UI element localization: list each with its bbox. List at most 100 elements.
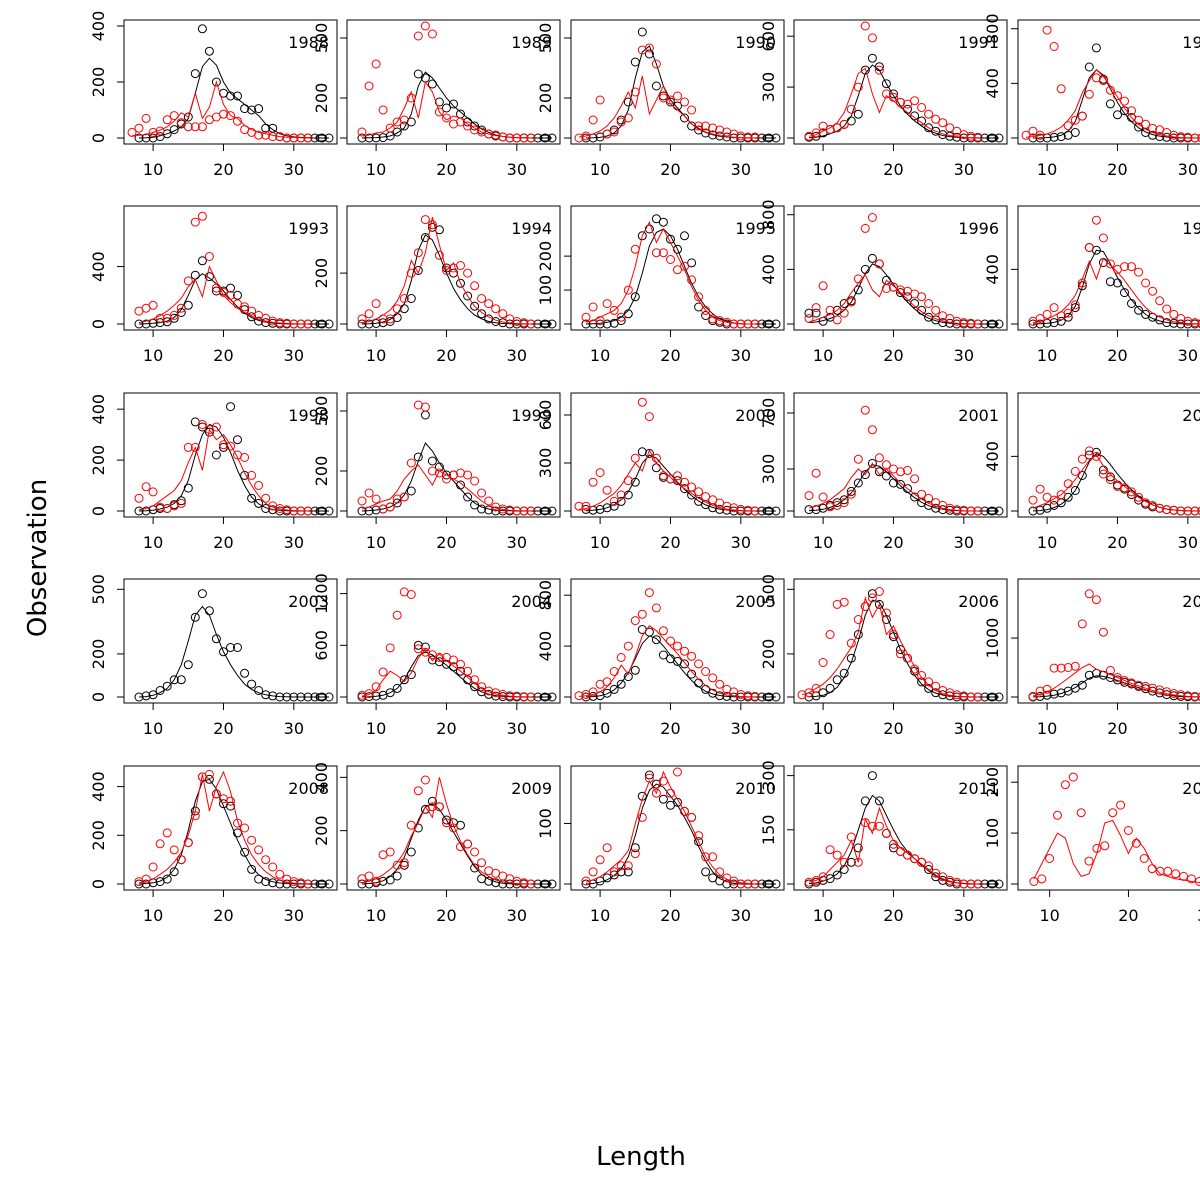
data-point — [602, 299, 612, 309]
data-point — [512, 691, 522, 701]
data-point — [190, 442, 200, 452]
data-point — [385, 314, 395, 324]
data-point — [694, 678, 704, 688]
data-point — [931, 681, 941, 691]
data-point — [1162, 304, 1172, 314]
data-point — [874, 587, 884, 596]
data-point — [533, 879, 543, 889]
data-point — [169, 310, 179, 320]
data-point — [1035, 130, 1045, 140]
x-tick-label: 10 — [590, 719, 610, 738]
data-point — [811, 303, 821, 313]
data-point — [219, 647, 228, 657]
y-tick-label: 400 — [89, 11, 108, 42]
data-point — [470, 281, 480, 291]
data-point — [392, 313, 402, 323]
data-point — [1091, 447, 1101, 457]
data-point — [385, 123, 395, 133]
data-point — [282, 133, 292, 143]
data-point — [247, 864, 257, 874]
x-tick-label: 30 — [954, 346, 974, 365]
data-point — [701, 305, 711, 315]
data-point — [832, 870, 842, 880]
data-point — [261, 877, 271, 887]
data-point — [609, 684, 619, 694]
data-point — [846, 857, 856, 867]
data-point — [994, 506, 1004, 516]
x-tick-label: 10 — [813, 719, 833, 738]
data-point — [701, 667, 711, 676]
data-point — [924, 109, 934, 119]
x-tick-label: 30 — [284, 160, 304, 179]
data-point — [1056, 688, 1066, 698]
data-point — [853, 82, 863, 92]
data-point — [434, 652, 444, 662]
data-point — [832, 850, 842, 860]
data-point — [994, 692, 1004, 702]
data-point — [708, 314, 718, 324]
x-tick-label: 20 — [660, 346, 680, 365]
data-point — [1077, 281, 1087, 291]
data-point — [860, 818, 870, 828]
data-point — [889, 839, 898, 849]
data-point — [673, 767, 682, 777]
data-point — [1197, 133, 1200, 143]
data-point — [148, 127, 158, 137]
data-point — [275, 869, 285, 879]
x-tick-label: 10 — [813, 160, 833, 179]
data-point — [1049, 132, 1059, 142]
data-point — [832, 123, 842, 133]
data-point — [1070, 466, 1080, 476]
data-point — [470, 125, 480, 135]
data-point — [764, 692, 774, 702]
x-tick-label: 10 — [590, 906, 610, 925]
x-tick-label: 30 — [1197, 906, 1200, 925]
data-point — [973, 319, 983, 329]
fit-line — [1033, 819, 1200, 884]
data-point — [498, 132, 508, 142]
panel-frame — [570, 205, 785, 331]
data-point — [324, 879, 334, 889]
data-point — [477, 309, 487, 319]
data-point — [874, 259, 884, 269]
x-tick-label: 30 — [731, 160, 751, 179]
data-point — [771, 506, 781, 516]
fit-line — [361, 80, 531, 139]
data-point — [141, 506, 151, 516]
data-point — [463, 268, 473, 278]
data-point — [736, 131, 746, 141]
data-point — [680, 97, 689, 107]
y-tick-label: 200 — [89, 67, 108, 98]
data-point — [204, 427, 214, 437]
data-point — [183, 122, 193, 132]
data-point — [623, 861, 633, 871]
fit-line — [1025, 68, 1200, 139]
x-tick-label: 30 — [731, 533, 751, 552]
data-point — [581, 501, 591, 511]
data-point — [881, 79, 891, 89]
data-point — [533, 133, 543, 143]
data-point — [406, 847, 416, 857]
data-point — [449, 470, 458, 480]
data-point — [694, 487, 704, 497]
data-point — [889, 478, 898, 488]
data-point — [456, 480, 465, 490]
data-point — [839, 308, 849, 318]
panel-frame — [793, 765, 1008, 891]
data-point — [694, 831, 704, 841]
data-point — [825, 630, 835, 639]
data-point — [226, 796, 235, 806]
data-point — [141, 319, 151, 329]
data-point — [434, 107, 444, 117]
data-point — [1120, 262, 1129, 272]
y-tick-label: 300 — [759, 760, 778, 791]
data-point — [1105, 277, 1115, 287]
data-point — [512, 317, 522, 326]
data-point — [658, 650, 668, 660]
data-point — [456, 278, 465, 288]
data-point — [141, 874, 151, 884]
data-point — [860, 21, 870, 31]
data-point — [183, 112, 193, 122]
data-point — [694, 121, 704, 131]
y-tick-label: 0 — [759, 319, 778, 329]
